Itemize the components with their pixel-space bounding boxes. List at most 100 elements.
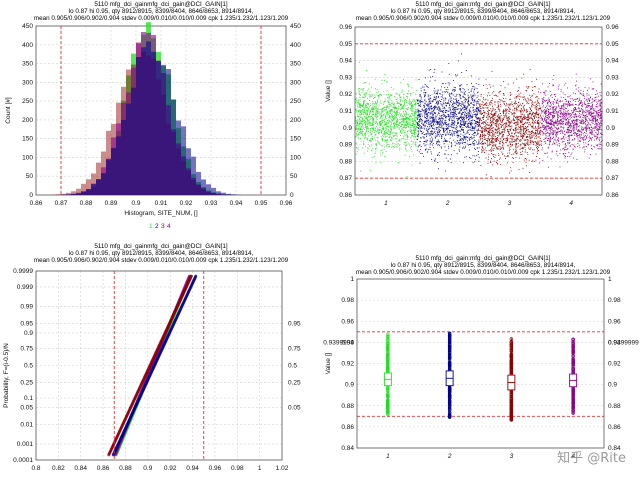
scatter-point bbox=[530, 141, 532, 143]
scatter-point bbox=[523, 97, 525, 99]
scatter-point bbox=[527, 119, 529, 121]
scatter-point bbox=[488, 112, 489, 114]
scatter-point bbox=[389, 95, 391, 97]
scatter-point bbox=[457, 60, 459, 62]
scatter-point bbox=[442, 102, 444, 104]
scatter-point bbox=[384, 139, 386, 141]
scatter-point bbox=[438, 145, 440, 147]
scatter-point bbox=[380, 117, 382, 119]
scatter-point bbox=[469, 139, 471, 141]
scatter-point bbox=[385, 100, 387, 102]
scatter-point bbox=[515, 124, 517, 126]
scatter-point bbox=[522, 126, 524, 128]
scatter-point bbox=[532, 134, 534, 136]
scatter-point bbox=[520, 120, 522, 122]
scatter-point bbox=[449, 119, 451, 121]
scatter-point bbox=[482, 134, 484, 136]
scatter-point bbox=[588, 123, 590, 125]
scatter-point bbox=[435, 137, 436, 139]
scatter-point bbox=[419, 126, 421, 128]
scatter-point bbox=[454, 145, 456, 146]
scatter-point bbox=[373, 106, 375, 107]
scatter-point bbox=[461, 141, 463, 143]
scatter-point bbox=[532, 113, 534, 115]
scatter-point bbox=[468, 109, 470, 111]
scatter-point bbox=[539, 107, 541, 109]
scatter-point bbox=[387, 146, 389, 148]
scatter-point bbox=[399, 102, 401, 104]
scatter-point bbox=[522, 138, 524, 140]
scatter-point bbox=[356, 142, 357, 144]
scatter-point bbox=[442, 94, 443, 96]
scatter-point bbox=[444, 107, 446, 109]
scatter-point bbox=[471, 138, 473, 140]
scatter-point bbox=[449, 105, 450, 107]
scatter-point bbox=[385, 121, 387, 123]
scatter-point bbox=[363, 142, 365, 144]
histogram-title: 5110 mfg_dci_gainmfg_dci_gain@DCI_GAIN[1… bbox=[0, 1, 322, 23]
scatter-point bbox=[393, 128, 395, 129]
scatter-point bbox=[517, 121, 519, 123]
scatter-point bbox=[428, 119, 429, 121]
scatter-point bbox=[505, 127, 507, 129]
scatter-point bbox=[539, 157, 541, 159]
scatter-point bbox=[454, 107, 455, 108]
scatter-point bbox=[399, 98, 401, 100]
scatter-y-tick-label: 0.95 bbox=[339, 41, 352, 48]
scatter-point bbox=[456, 130, 458, 132]
scatter-point bbox=[400, 113, 402, 115]
scatter-point bbox=[467, 125, 469, 127]
scatter-point bbox=[386, 90, 388, 92]
scatter-point bbox=[371, 114, 373, 116]
scatter-point bbox=[385, 111, 387, 113]
scatter-point bbox=[373, 120, 375, 122]
scatter-point bbox=[419, 110, 421, 112]
scatter-point bbox=[508, 122, 510, 123]
scatter-point bbox=[600, 105, 602, 107]
scatter-point bbox=[378, 141, 380, 143]
scatter-point bbox=[373, 130, 375, 132]
scatter-point bbox=[455, 107, 457, 108]
scatter-point bbox=[374, 127, 376, 129]
scatter-point bbox=[462, 107, 464, 109]
scatter-point bbox=[595, 122, 597, 124]
scatter-point bbox=[481, 146, 483, 148]
scatter-point bbox=[455, 130, 457, 132]
scatter-point bbox=[552, 134, 554, 136]
scatter-point bbox=[447, 154, 449, 156]
scatter-point bbox=[494, 101, 495, 103]
scatter-point bbox=[362, 105, 364, 107]
scatter-point bbox=[387, 112, 389, 114]
scatter-point bbox=[517, 123, 519, 125]
scatter-point bbox=[479, 110, 481, 112]
scatter-point bbox=[432, 120, 434, 122]
hist-y-tick-label: 250 bbox=[22, 98, 33, 105]
scatter-point bbox=[418, 120, 420, 122]
scatter-point bbox=[458, 117, 460, 119]
scatter-point bbox=[598, 148, 600, 150]
scatter-point bbox=[364, 113, 366, 115]
scatter-point bbox=[535, 120, 537, 121]
scatter-point bbox=[581, 108, 582, 110]
scatter-point bbox=[475, 121, 477, 123]
scatter-point bbox=[458, 118, 460, 120]
scatter-point bbox=[516, 110, 518, 112]
scatter-point bbox=[388, 122, 390, 124]
scatter-point bbox=[358, 105, 360, 107]
scatter-point bbox=[486, 128, 488, 130]
scatter-point bbox=[590, 129, 592, 131]
scatter-point bbox=[424, 128, 425, 130]
scatter-point bbox=[420, 117, 422, 119]
scatter-point bbox=[383, 149, 385, 150]
scatter-point bbox=[532, 126, 534, 128]
scatter-point bbox=[452, 114, 454, 116]
scatter-point bbox=[542, 115, 544, 117]
scatter-point bbox=[445, 125, 447, 127]
scatter-point bbox=[469, 144, 471, 145]
scatter-point bbox=[520, 133, 522, 135]
scatter-point bbox=[472, 126, 474, 128]
scatter-point bbox=[376, 110, 378, 111]
scatter-point bbox=[522, 105, 524, 107]
scatter-point bbox=[487, 95, 488, 97]
scatter-point bbox=[535, 122, 536, 124]
